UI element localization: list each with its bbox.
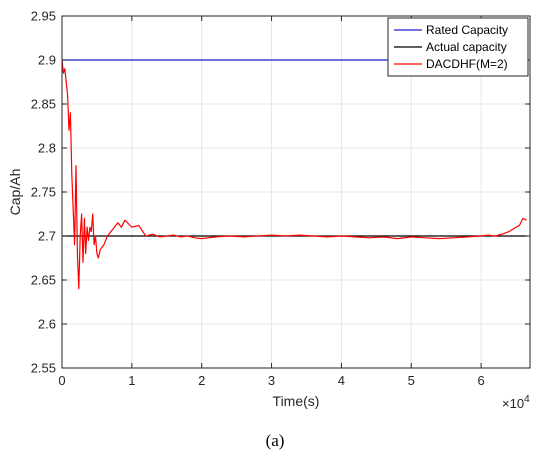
y-tick-label: 2.65 xyxy=(31,273,56,288)
x-tick-label: 5 xyxy=(408,373,415,388)
dacdhf-estimate-line xyxy=(61,59,527,290)
x-exponent-base: ×10 xyxy=(502,396,524,411)
legend-label: Actual capacity xyxy=(426,40,507,54)
y-axis-label: Cap/Ah xyxy=(7,169,23,216)
x-tick-label: 1 xyxy=(128,373,135,388)
x-tick-label: 6 xyxy=(477,373,484,388)
legend-label: Rated Capacity xyxy=(426,23,508,37)
y-tick-label: 2.9 xyxy=(38,53,56,68)
x-axis-label: Time(s) xyxy=(273,393,320,409)
legend-label: DACDHF(M=2) xyxy=(426,57,508,71)
axis-tick-labels: 0 1 2 3 4 5 6 2.55 2.6 2.65 2.7 2.75 2.8 2.85 2.9 2.95 xyxy=(31,9,485,389)
y-tick-label: 2.8 xyxy=(38,141,56,156)
figure-caption: (a) xyxy=(266,431,285,450)
y-tick-label: 2.75 xyxy=(31,185,56,200)
y-tick-label: 2.55 xyxy=(31,361,56,376)
x-tick-label: 0 xyxy=(58,373,65,388)
x-tick-label: 3 xyxy=(268,373,275,388)
axis-ticks xyxy=(61,15,530,369)
y-tick-label: 2.95 xyxy=(31,9,56,24)
x-exponent-power: 4 xyxy=(524,394,530,405)
legend: Rated Capacity Actual capacity DACDHF(M=2) xyxy=(387,17,529,77)
y-tick-label: 2.85 xyxy=(31,97,56,112)
x-tick-label: 4 xyxy=(338,373,345,388)
x-axis-exponent: ×104 xyxy=(502,394,530,411)
y-tick-label: 2.6 xyxy=(38,317,56,332)
y-tick-label: 2.7 xyxy=(38,229,56,244)
x-tick-label: 2 xyxy=(198,373,205,388)
